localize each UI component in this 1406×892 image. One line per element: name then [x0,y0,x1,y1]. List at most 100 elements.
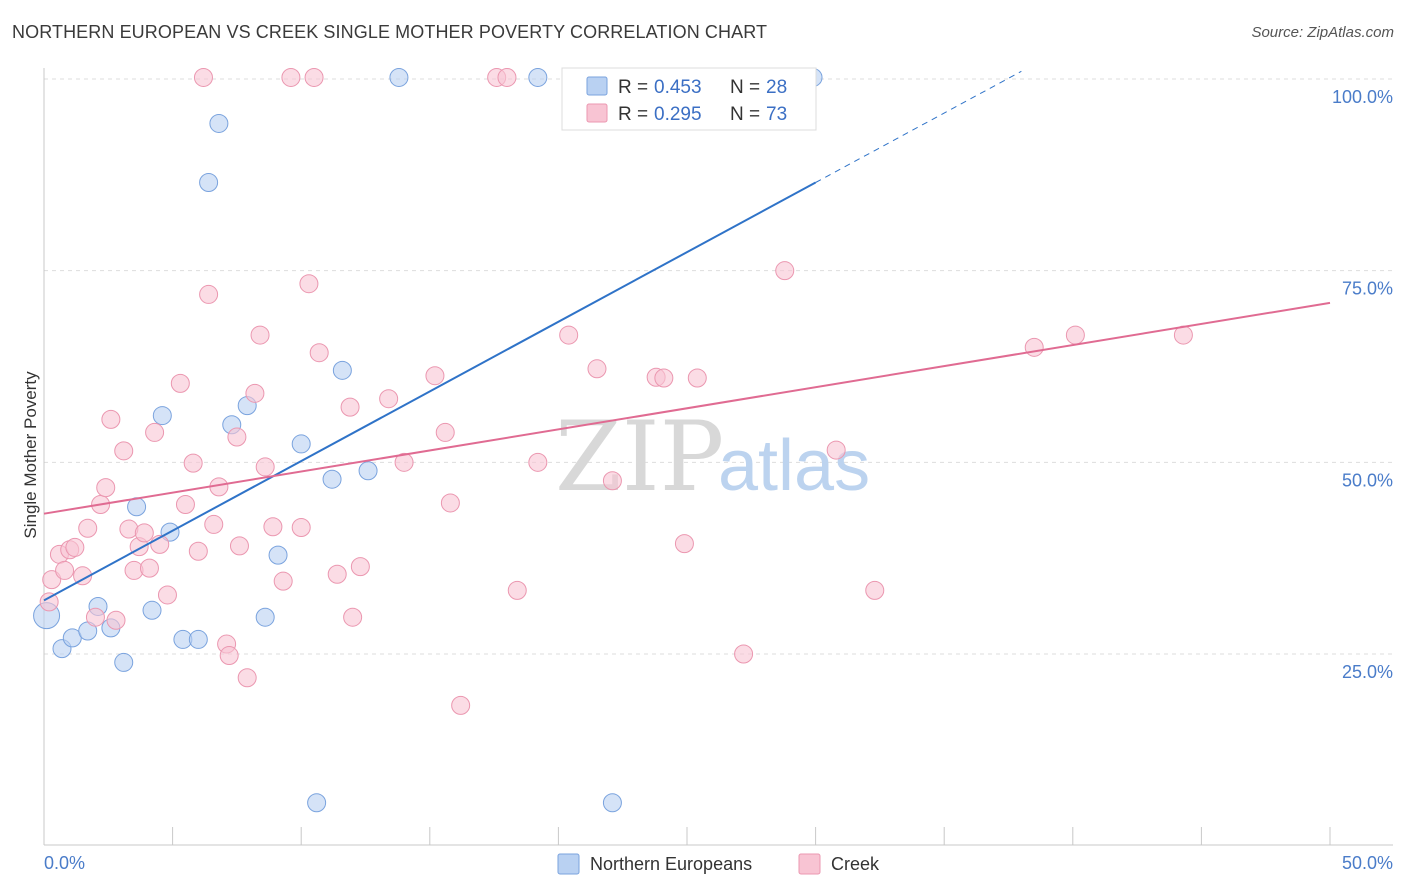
point-creek-6 [73,566,93,586]
point-creek-60 [587,359,607,379]
point-creek-46 [340,397,360,417]
point-creek-45 [327,564,347,584]
legend-r-value-pink: 0.295 [654,104,702,125]
point-creek-44 [309,343,329,363]
bottom-legend-swatch-pink [798,853,821,875]
point-creek-66 [734,644,754,664]
point-creek-42 [299,274,319,294]
point-northern-european-18 [268,545,288,565]
point-creek-33 [229,536,249,556]
point-northern-european-8 [142,600,162,620]
point-creek-21 [157,585,177,605]
point-creek-49 [379,389,399,409]
watermark-atlas: atlas [718,426,870,506]
point-creek-7 [78,518,98,538]
point-northern-european-23 [358,461,378,481]
legend-r-value-blue: 0.453 [654,77,702,98]
point-creek-41 [291,518,311,537]
legend-r-label-blue: R = [618,77,648,98]
point-northern-european-22 [332,360,352,380]
point-northern-european-13 [199,173,219,192]
bottom-legend-swatch-blue [557,853,580,875]
point-northern-european-12 [188,629,208,649]
point-creek-39 [273,571,293,591]
legend-swatch-pink [586,103,608,123]
trendline-northern-europeans-extension [815,70,1022,183]
point-creek-22 [170,373,190,393]
point-creek-57 [507,580,527,600]
point-northern-european-17 [255,607,275,627]
point-creek-32 [227,427,247,447]
point-creek-19 [145,422,165,442]
point-creek-68 [826,440,846,460]
point-creek-67 [775,261,795,281]
point-creek-54 [451,695,471,715]
point-creek-71 [1065,325,1085,345]
point-creek-36 [250,325,270,345]
series-creek [39,67,1193,715]
point-creek-69 [865,580,885,600]
point-creek-25 [188,541,208,561]
point-creek-43 [304,67,324,87]
point-creek-37 [255,457,275,477]
point-creek-5 [65,537,85,557]
legend-n-value-blue: 28 [766,77,787,98]
series-legend: Northern Europeans Creek [557,853,880,875]
point-creek-40 [281,67,301,87]
series-northern-europeans [33,67,823,813]
y-tick-label-50: 50.0% [1342,470,1393,490]
point-creek-48 [350,557,370,577]
point-creek-3 [55,560,75,580]
point-northern-european-26 [602,793,622,813]
point-creek-26 [193,67,213,87]
point-creek-31 [219,646,239,666]
point-creek-63 [654,368,674,388]
point-creek-50 [394,452,414,472]
trendline-northern-europeans [43,181,817,602]
point-creek-51 [425,366,445,386]
trendlines [43,70,1331,602]
source-label: Source: ZipAtlas.com [1251,24,1394,41]
x-tick-label-max: 50.0% [1342,853,1393,873]
point-creek-13 [114,441,134,461]
trendline-creek [43,301,1331,515]
point-creek-8 [85,607,105,627]
point-creek-53 [440,493,460,513]
point-creek-1 [42,570,62,590]
point-creek-56 [497,67,517,87]
point-creek-12 [106,610,126,630]
point-northern-european-20 [307,793,327,813]
point-creek-58 [528,452,548,472]
watermark-zip: ZIP [555,401,724,513]
legend-n-label-pink: N = [730,104,760,125]
point-creek-0 [39,592,59,612]
point-northern-european-21 [322,469,342,489]
gridlines [44,78,1393,655]
point-creek-64 [674,534,694,554]
point-creek-38 [263,517,283,537]
point-creek-65 [687,368,707,388]
legend-swatch-blue [586,76,608,96]
x-tick-label-min: 0.0% [44,853,85,873]
point-creek-23 [175,495,195,514]
y-tick-label-75: 75.0% [1342,279,1393,299]
point-creek-24 [183,453,203,473]
point-creek-17 [134,523,154,543]
point-northern-european-14 [209,113,229,133]
y-tick-label-25: 25.0% [1342,662,1393,682]
legend-n-label-blue: N = [730,77,760,98]
stats-legend: R = 0.453 N = 28 R = 0.295 N = 73 [561,67,817,131]
point-creek-52 [435,422,455,442]
point-creek-11 [101,409,121,429]
y-tick-labels: 25.0% 50.0% 75.0% 100.0% [1332,87,1393,682]
point-creek-59 [559,325,579,345]
point-creek-35 [245,383,265,403]
point-northern-european-9 [152,406,172,426]
point-northern-european-6 [114,652,134,672]
point-northern-european-19 [291,434,311,454]
point-northern-european-24 [389,67,409,87]
watermark: ZIP atlas [555,401,870,513]
axes [43,68,1393,846]
y-axis-label: Single Mother Poverty [21,371,40,539]
